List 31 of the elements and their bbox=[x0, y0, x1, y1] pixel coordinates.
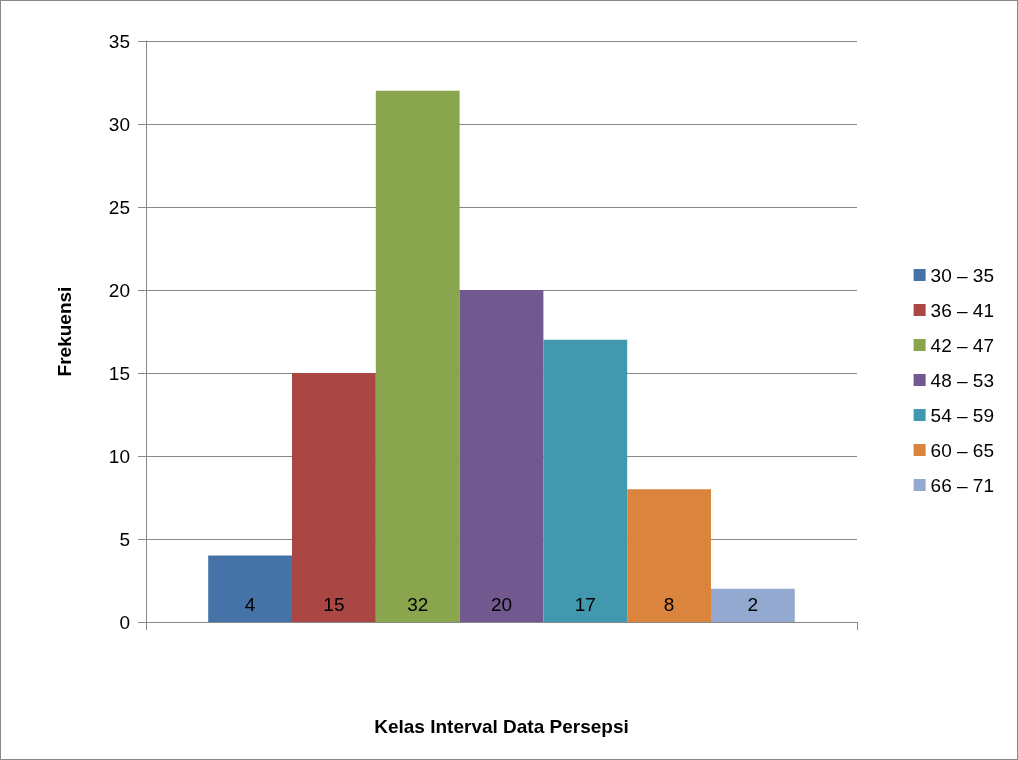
y-tick-label: 10 bbox=[108, 445, 130, 467]
y-axis-title: Frekuensi bbox=[54, 286, 75, 377]
bar bbox=[543, 339, 628, 622]
legend-label: 66 – 71 bbox=[930, 474, 995, 496]
data-label: 8 bbox=[663, 594, 675, 615]
bar bbox=[292, 373, 376, 622]
bar bbox=[208, 555, 293, 622]
legend-label: 30 – 35 bbox=[930, 264, 995, 286]
data-label: 4 bbox=[244, 594, 256, 615]
data-label: 17 bbox=[574, 594, 596, 615]
data-label: 2 bbox=[747, 594, 759, 615]
bar bbox=[710, 588, 795, 622]
data-label: 20 bbox=[490, 594, 513, 615]
y-tick-label: 30 bbox=[108, 113, 130, 135]
y-tick-label: 15 bbox=[108, 362, 130, 384]
y-tick-label: 35 bbox=[108, 30, 130, 52]
legend-label: 42 – 47 bbox=[930, 334, 995, 356]
y-tick-label: 25 bbox=[108, 196, 130, 218]
legend-label: 60 – 65 bbox=[930, 439, 995, 461]
bar bbox=[459, 290, 544, 622]
x-axis-title: Kelas Interval Data Persepsi bbox=[374, 716, 629, 737]
legend-label: 54 – 59 bbox=[930, 404, 995, 426]
y-tick-label: 20 bbox=[108, 279, 130, 301]
bar bbox=[627, 489, 711, 622]
data-label: 32 bbox=[407, 594, 429, 615]
y-tick-label: 5 bbox=[119, 528, 130, 550]
legend-label: 48 – 53 bbox=[930, 369, 995, 391]
y-tick-label: 0 bbox=[119, 611, 130, 633]
bar bbox=[375, 90, 460, 622]
data-label: 15 bbox=[323, 594, 345, 615]
legend-label: 36 – 41 bbox=[930, 299, 995, 321]
